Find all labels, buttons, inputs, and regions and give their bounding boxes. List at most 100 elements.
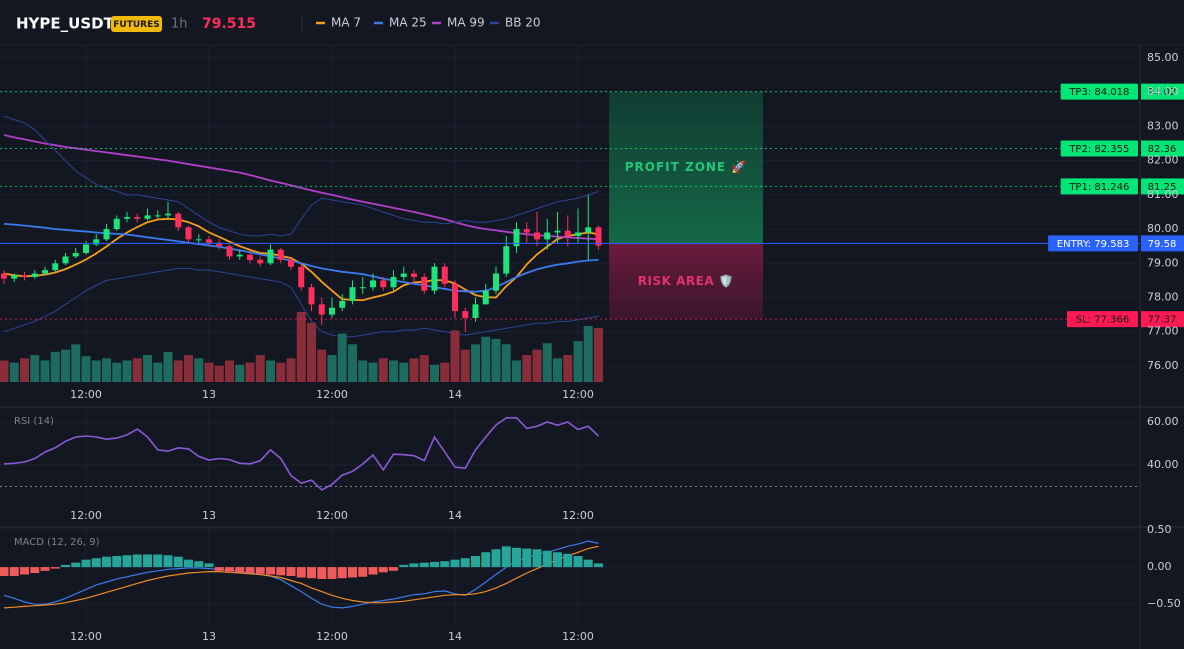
legend-label: MA 99 — [447, 16, 485, 30]
histogram-bar — [522, 548, 532, 568]
candle-body — [206, 239, 212, 243]
volume-bar — [491, 338, 501, 382]
histogram-bar — [71, 562, 81, 568]
histogram-bar — [20, 567, 29, 575]
y-tick-label: 0.00 — [1147, 560, 1172, 573]
level-tag: TP1: 81.246 — [1068, 182, 1129, 193]
histogram-bar — [9, 567, 19, 577]
candle-body — [370, 280, 376, 288]
volume-bar — [512, 360, 521, 382]
y-tick-label: 40.00 — [1147, 458, 1179, 471]
rsi-line — [3, 416, 600, 491]
level-tag: SL: 77.366 — [1076, 315, 1129, 326]
histogram-bar — [481, 552, 491, 568]
x-tick-label: 12:00 — [562, 388, 594, 401]
candle-body — [42, 270, 48, 274]
volume-bar — [71, 344, 81, 382]
volume-bar — [327, 355, 337, 382]
histogram-bar — [235, 567, 245, 573]
candle-body — [195, 239, 202, 241]
macd-line — [3, 540, 599, 609]
candle-body — [318, 304, 325, 315]
volume-bar — [440, 362, 450, 382]
x-tick-label: 12:00 — [316, 509, 348, 522]
volume-bar — [409, 358, 419, 382]
volume-bar — [204, 362, 214, 382]
candle-body — [585, 227, 592, 233]
histogram-bar — [440, 561, 450, 568]
histogram-bar — [296, 567, 306, 578]
x-tick-label: 12:00 — [70, 388, 102, 401]
ma-line — [3, 134, 599, 241]
histogram-bar — [0, 567, 9, 577]
volume-bar — [255, 355, 265, 382]
histogram-bar — [143, 554, 152, 568]
candle-body — [564, 230, 571, 236]
candle-body — [216, 242, 223, 247]
volume-bar — [399, 362, 409, 382]
candle-body — [1, 273, 7, 279]
candle-body — [124, 217, 130, 219]
candle-body — [247, 254, 253, 260]
x-tick-label: 12:00 — [316, 388, 348, 401]
axis-tag: 77.37 — [1148, 315, 1177, 326]
x-tick-label: 12:00 — [316, 630, 348, 643]
y-tick-label: 83.00 — [1147, 119, 1179, 132]
candle-body — [421, 276, 428, 291]
x-tick-label: 13 — [202, 509, 216, 522]
volume-bar — [307, 322, 316, 382]
volume-bar — [389, 360, 398, 382]
candle-body — [431, 266, 438, 291]
volume-bar — [317, 349, 327, 382]
histogram-bar — [50, 567, 60, 569]
histogram-bar — [378, 567, 388, 573]
volume-bar — [501, 344, 511, 382]
candle-body — [52, 263, 59, 271]
volume-bar — [153, 362, 163, 382]
y-tick-label: 78.00 — [1147, 290, 1179, 303]
level-tag-bg — [1048, 235, 1138, 252]
volume-bar — [368, 362, 378, 382]
histogram-bar — [471, 555, 480, 568]
risk-zone — [609, 243, 763, 320]
histogram-bar — [573, 555, 583, 568]
y-tick-label: 76.00 — [1147, 359, 1179, 372]
histogram-bar — [563, 553, 573, 568]
candle-body — [31, 273, 38, 277]
axis-tag: 79.58 — [1148, 239, 1177, 250]
candle-body — [288, 259, 294, 267]
volume-bar — [20, 358, 29, 382]
candle-body — [339, 300, 346, 308]
bb-upper — [3, 115, 599, 237]
candle-body — [21, 275, 28, 277]
candle-body — [72, 253, 79, 257]
volume-bar — [173, 360, 183, 382]
candle-body — [83, 244, 89, 254]
levels-layer: TP3: 84.018 84.02 TP2: 82.355 82.36 TP1: 81.… — [0, 83, 1184, 328]
volume-bar — [225, 360, 234, 382]
risk-label: RISK AREA 🛡️ — [638, 274, 734, 288]
candle-body — [554, 230, 561, 233]
candle-body — [513, 229, 520, 247]
signal-line — [3, 545, 599, 609]
histogram-bar — [194, 561, 204, 568]
histogram-bar — [102, 556, 111, 568]
histogram-bar — [399, 564, 409, 568]
histogram-bar — [450, 559, 460, 568]
volume-bar — [132, 358, 142, 382]
candle-body — [503, 246, 510, 274]
candle-body — [359, 287, 366, 289]
axis-tag-bg — [1141, 140, 1184, 157]
histogram-bar — [583, 559, 593, 568]
histogram-bar — [307, 567, 316, 579]
y-tick-label: 77.00 — [1147, 325, 1179, 338]
volume-bar — [532, 349, 542, 382]
x-tick-label: 14 — [448, 509, 462, 522]
volume-bar — [235, 364, 245, 382]
candle-body — [482, 290, 489, 305]
histogram-bar — [348, 567, 357, 578]
volume-bar — [553, 358, 562, 382]
volume-bar — [471, 344, 480, 382]
badge: FUTURES — [113, 20, 159, 30]
histogram-bar — [368, 567, 378, 575]
